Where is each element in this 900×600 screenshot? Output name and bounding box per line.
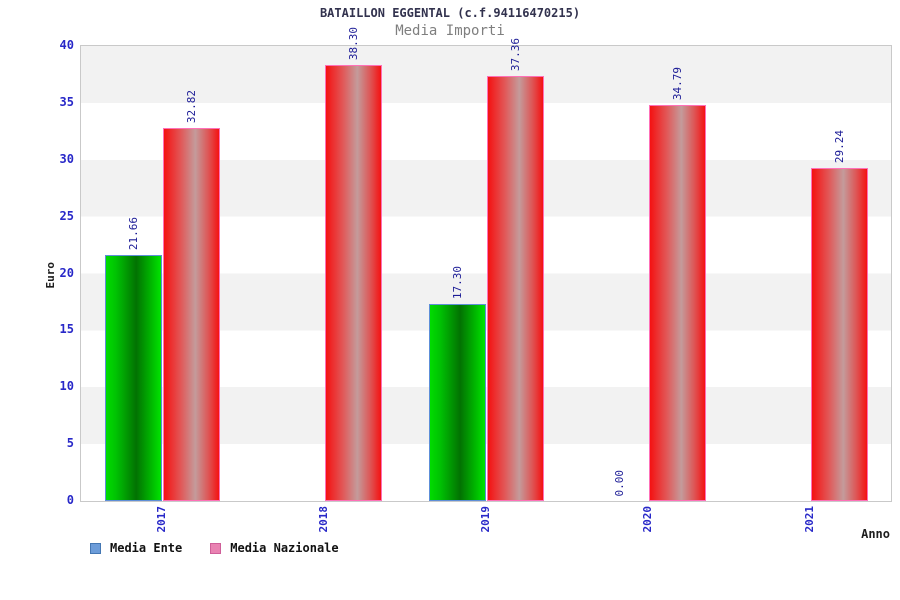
media-ente-swatch-icon	[90, 542, 101, 554]
value-label-ente-2019: 17.30	[451, 265, 464, 299]
y-tick-30: 30	[59, 151, 74, 166]
legend: Media Ente Media Nazionale	[90, 541, 339, 555]
bar-nazionale-2020	[649, 105, 706, 501]
chart-title: BATAILLON EGGENTAL (c.f.94116470215)	[319, 6, 581, 20]
value-label-wrap-ente-2020: 0.00	[591, 470, 648, 497]
y-tick-0: 0	[66, 493, 74, 507]
legend-label-media-ente: Media Ente	[110, 541, 183, 555]
y-tick-25: 25	[59, 208, 74, 223]
x-tick-wrap-2017: 2017	[153, 506, 169, 533]
plot-area: 21.66 32.82 38.30 17.30 37.36 0.00 34.79 29.24	[80, 27, 892, 502]
media-nazionale-swatch-icon	[210, 542, 222, 554]
chart-subtitle: Media Importi	[395, 23, 505, 39]
bar-nazionale-2021	[811, 168, 868, 501]
value-label-nazionale-2017: 32.82	[185, 89, 198, 123]
bar-nazionale-2019	[487, 76, 544, 501]
value-label-nazionale-2018: 38.30	[347, 26, 360, 60]
value-label-wrap-ente-2019: 17.30	[429, 266, 486, 299]
x-tick-2019: 2019	[478, 506, 492, 533]
value-label-ente-2020: 0.00	[613, 469, 626, 497]
x-tick-2017: 2017	[154, 506, 168, 533]
x-tick-wrap-2019: 2019	[477, 506, 493, 533]
value-label-nazionale-2019: 37.36	[509, 37, 522, 71]
value-label-wrap-nazionale-2017: 32.82	[163, 90, 220, 123]
bar-ente-2019	[429, 304, 486, 501]
legend-item-media-ente: Media Ente	[90, 541, 182, 555]
x-axis-label: Anno	[861, 527, 890, 541]
value-label-wrap-nazionale-2018: 38.30	[325, 27, 382, 60]
legend-item-media-nazionale: Media Nazionale	[210, 541, 339, 555]
x-tick-2020: 2020	[640, 506, 654, 533]
x-tick-2018: 2018	[316, 506, 330, 533]
bar-ente-2017	[105, 255, 162, 501]
x-tick-wrap-2020: 2020	[639, 506, 655, 533]
y-tick-15: 15	[59, 322, 74, 337]
value-label-nazionale-2020: 34.79	[671, 66, 684, 100]
y-tick-35: 35	[59, 94, 74, 109]
y-tick-20: 20	[59, 265, 74, 280]
value-label-wrap-nazionale-2019: 37.36	[487, 38, 544, 71]
y-tick-10: 10	[59, 379, 74, 394]
x-tick-2021: 2021	[802, 506, 816, 533]
value-label-wrap-ente-2017: 21.66	[105, 217, 162, 250]
bar-nazionale-2018	[325, 65, 382, 501]
value-label-wrap-nazionale-2020: 34.79	[649, 67, 706, 100]
value-label-ente-2017: 21.66	[127, 216, 140, 250]
value-label-nazionale-2021: 29.24	[833, 129, 846, 163]
y-tick-5: 5	[66, 436, 74, 451]
x-tick-wrap-2021: 2021	[801, 506, 817, 533]
y-tick-40: 40	[59, 38, 74, 52]
bar-nazionale-2017	[163, 128, 220, 501]
value-label-wrap-nazionale-2021: 29.24	[811, 130, 868, 163]
legend-label-media-nazionale: Media Nazionale	[230, 541, 339, 555]
x-tick-wrap-2018: 2018	[315, 506, 331, 533]
